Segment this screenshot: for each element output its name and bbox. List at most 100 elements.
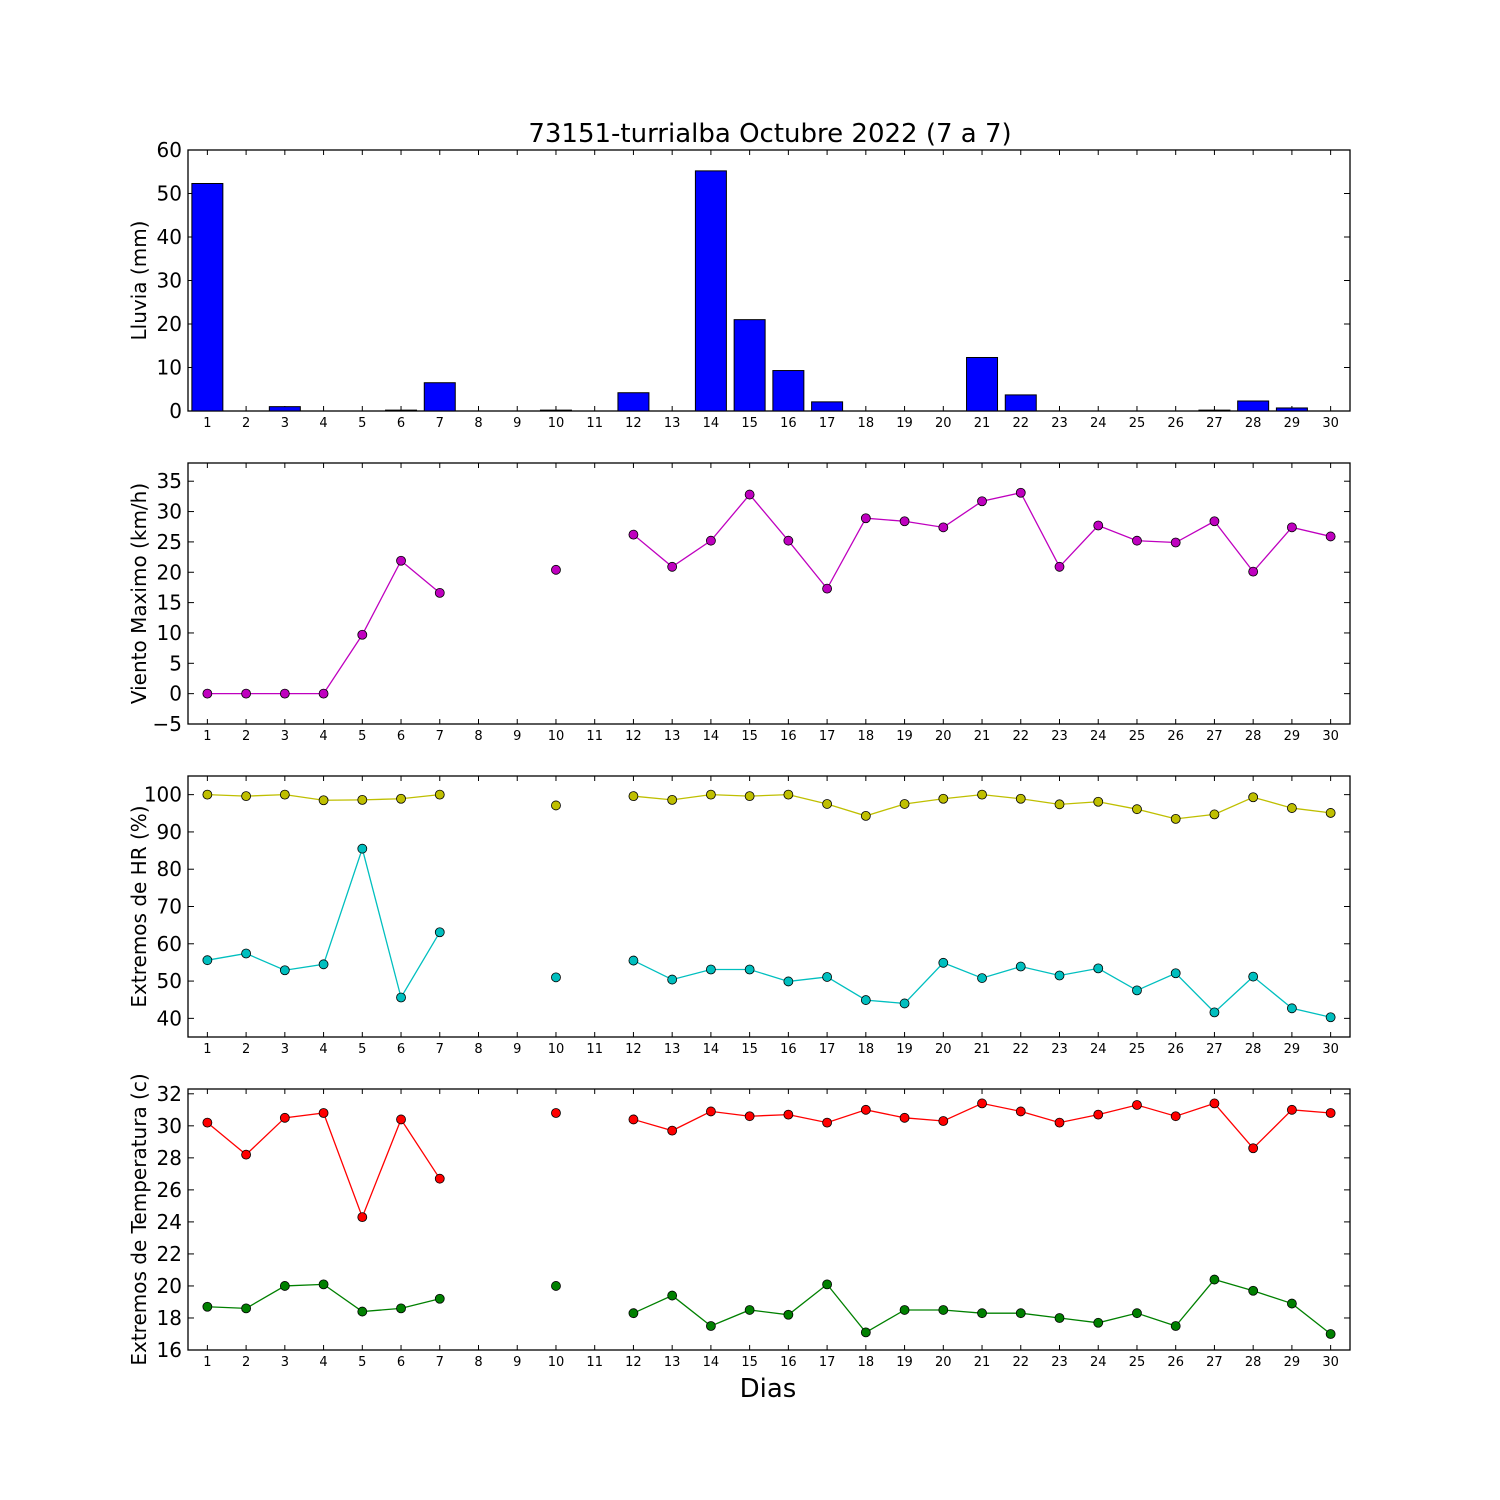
data-point: [860, 810, 871, 821]
x-tick-label: 17: [819, 1355, 836, 1370]
y-tick-label: 18: [157, 1306, 182, 1330]
data-point: [706, 535, 716, 546]
data-point: [899, 1112, 910, 1123]
y-tick-label: 35: [157, 469, 182, 493]
x-tick-label: 7: [436, 1042, 444, 1057]
x-tick-label: 20: [935, 1355, 952, 1370]
data-point: [357, 794, 368, 805]
data-point: [706, 789, 716, 800]
x-tick-label: 4: [319, 1355, 327, 1370]
data-point: [551, 564, 561, 575]
x-tick-label: 13: [664, 416, 681, 431]
data-point: [783, 1109, 794, 1120]
x-tick-label: 6: [397, 1042, 405, 1057]
bar: [733, 319, 766, 412]
y-tick-label: 20: [157, 312, 182, 336]
x-tick-label: 15: [741, 1042, 758, 1057]
x-tick-label: 11: [586, 1042, 603, 1057]
x-tick-label: 15: [741, 416, 758, 431]
data-point: [1287, 803, 1297, 813]
x-tick-label: 28: [1245, 729, 1262, 744]
bar: [811, 401, 844, 412]
data-point: [1170, 813, 1181, 824]
x-tick-label: 11: [586, 729, 603, 744]
x-tick-label: 2: [242, 1042, 250, 1057]
y-tick-label: 60: [157, 138, 182, 162]
y-tick-label: 25: [157, 530, 182, 554]
x-tick-label: 22: [1012, 729, 1029, 744]
data-point: [628, 791, 639, 802]
data-point: [977, 496, 987, 507]
bar: [539, 409, 572, 412]
x-tick-label: 22: [1012, 1042, 1029, 1057]
data-point: [357, 629, 368, 640]
x-tick-label: 28: [1245, 416, 1262, 431]
y-tick-label: 0: [169, 682, 182, 706]
data-point: [1170, 968, 1181, 979]
data-point: [1248, 566, 1259, 577]
data-point: [396, 1303, 406, 1314]
data-point: [977, 1308, 987, 1319]
x-tick-label: 25: [1129, 1042, 1146, 1057]
data-point: [1054, 799, 1065, 810]
data-point: [783, 535, 794, 546]
x-tick-label: 8: [474, 729, 482, 744]
data-point: [1093, 796, 1104, 807]
data-point: [977, 1098, 987, 1109]
bar: [385, 409, 418, 412]
x-tick-label: 30: [1322, 1355, 1339, 1370]
data-point: [667, 1125, 678, 1136]
x-tick-label: 3: [281, 1042, 289, 1057]
data-point: [667, 974, 678, 985]
data-point: [1093, 963, 1104, 974]
x-tick-label: 17: [819, 729, 836, 744]
x-tick-label: 25: [1129, 1355, 1146, 1370]
data-point: [1015, 793, 1026, 804]
data-point: [822, 972, 832, 982]
y-tick-label: 20: [157, 1274, 182, 1298]
y-axis-label: Extremos de Temperatura (c): [127, 1073, 151, 1365]
data-point: [434, 587, 445, 598]
x-tick-label: 4: [319, 1042, 327, 1057]
x-tick-label: 19: [896, 729, 913, 744]
x-tick-label: 24: [1090, 416, 1107, 431]
data-point: [241, 948, 252, 959]
x-tick-label: 19: [896, 1355, 913, 1370]
data-point: [744, 1305, 755, 1315]
bar: [966, 356, 999, 412]
x-tick-label: 12: [625, 1355, 642, 1370]
x-tick-label: 12: [625, 416, 642, 431]
x-tick-label: 4: [319, 416, 327, 431]
data-point: [279, 965, 290, 976]
data-point: [822, 1279, 832, 1290]
x-tick-label: 9: [513, 1042, 521, 1057]
x-tick-label: 18: [858, 729, 875, 744]
x-tick-label: 8: [474, 1355, 482, 1370]
data-point: [1054, 561, 1065, 572]
data-point: [1248, 1285, 1259, 1296]
data-point: [744, 791, 755, 802]
data-point: [279, 688, 290, 699]
data-point: [396, 793, 406, 804]
x-tick-label: 1: [203, 729, 211, 744]
data-point: [1287, 1298, 1297, 1309]
data-point: [628, 955, 639, 966]
x-tick-label: 2: [242, 1355, 250, 1370]
x-tick-label: 27: [1206, 729, 1223, 744]
x-tick-label: 15: [741, 1355, 758, 1370]
bar: [423, 382, 456, 412]
y-tick-label: 30: [157, 500, 182, 524]
x-tick-label: 6: [397, 729, 405, 744]
data-point: [434, 789, 445, 800]
x-tick-label: 24: [1090, 729, 1107, 744]
data-point: [628, 1114, 639, 1125]
data-point: [1209, 1098, 1220, 1109]
data-point: [1209, 1007, 1220, 1018]
data-point: [357, 843, 368, 854]
x-tick-label: 8: [474, 1042, 482, 1057]
x-tick-label: 10: [548, 1042, 565, 1057]
y-tick-label: 40: [157, 1006, 182, 1030]
x-tick-label: 23: [1051, 729, 1068, 744]
x-tick-label: 4: [319, 729, 327, 744]
